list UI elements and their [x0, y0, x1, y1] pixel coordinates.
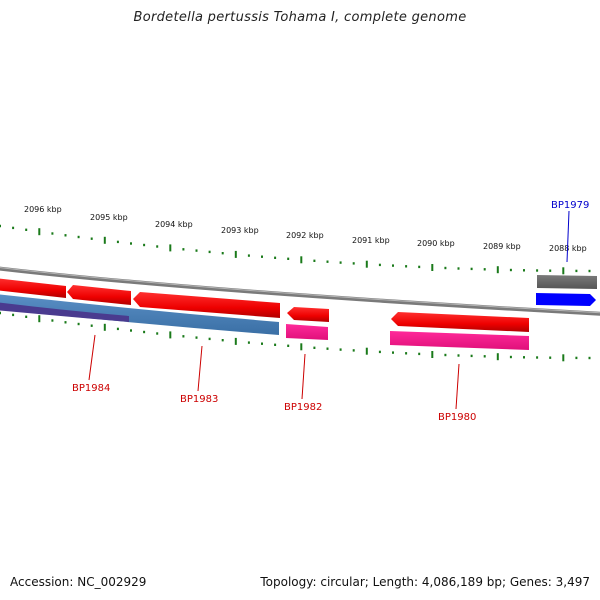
scale-label-2094: 2094 kbp — [155, 220, 193, 229]
magenta-feature-2[interactable] — [390, 331, 529, 350]
gene-label-bp1980[interactable]: BP1980 — [438, 363, 476, 423]
scale-label-2092: 2092 kbp — [286, 231, 324, 240]
gene-label-text-bp1980: BP1980 — [438, 412, 476, 423]
lower-tick-row — [0, 311, 591, 362]
gene-bp1979[interactable] — [536, 293, 596, 306]
gene-label-text-bp1979: BP1979 — [551, 200, 589, 211]
cds-arrow-5[interactable] — [391, 312, 529, 332]
cds-arrow-1[interactable] — [0, 278, 66, 298]
scale-labels: 2096 kbp 2095 kbp 2094 kbp 2093 kbp 2092… — [24, 205, 587, 253]
gray-feature[interactable] — [537, 275, 597, 289]
cds-arrow-4[interactable] — [287, 307, 329, 322]
cds-arrow-3[interactable] — [133, 292, 280, 318]
genome-backbone-highlight — [0, 267, 600, 314]
gene-label-bp1984[interactable]: BP1984 — [72, 334, 110, 394]
cds-arrow-2[interactable] — [67, 285, 131, 305]
genome-backbone — [0, 266, 600, 316]
scale-label-2093: 2093 kbp — [221, 226, 259, 235]
scale-label-2096: 2096 kbp — [24, 205, 62, 214]
genome-summary-text: Topology: circular; Length: 4,086,189 bp… — [260, 575, 590, 589]
accession-text: Accession: NC_002929 — [10, 575, 147, 589]
gene-label-bp1983[interactable]: BP1983 — [180, 345, 218, 405]
gene-label-text-bp1984: BP1984 — [72, 383, 110, 394]
scale-label-2089: 2089 kbp — [483, 242, 521, 251]
scale-label-2091: 2091 kbp — [352, 236, 390, 245]
genome-title: Bordetella pertussis Tohama I, complete … — [133, 10, 467, 25]
cds-features — [0, 278, 529, 332]
gene-label-bp1979[interactable]: BP1979 — [551, 200, 589, 263]
scale-label-2090: 2090 kbp — [417, 239, 455, 248]
blast-hit-blue[interactable] — [0, 294, 279, 335]
scale-label-2095: 2095 kbp — [90, 213, 128, 222]
gene-label-bp1982[interactable]: BP1982 — [284, 353, 322, 413]
magenta-feature-1[interactable] — [286, 324, 328, 340]
gene-label-text-bp1983: BP1983 — [180, 394, 218, 405]
blast-hit-purple[interactable] — [0, 302, 129, 322]
gene-label-text-bp1982: BP1982 — [284, 402, 322, 413]
upper-tick-row — [0, 224, 591, 275]
